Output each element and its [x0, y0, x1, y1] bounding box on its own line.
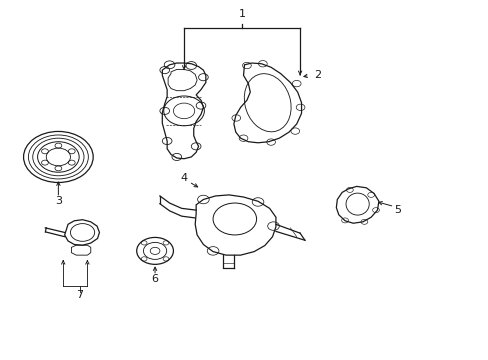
Text: 4: 4 [180, 173, 187, 183]
Text: 5: 5 [393, 205, 401, 215]
Text: 3: 3 [55, 196, 62, 206]
Text: 1: 1 [238, 9, 245, 19]
Text: 6: 6 [151, 274, 158, 284]
Text: 2: 2 [314, 71, 321, 80]
Text: 7: 7 [77, 290, 83, 300]
